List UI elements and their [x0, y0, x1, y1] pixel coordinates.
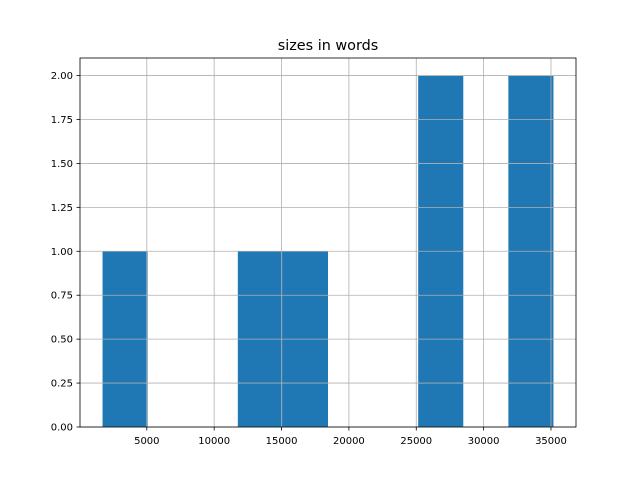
- x-tick-label: 35000: [535, 436, 567, 447]
- y-tick-label: 0.25: [51, 379, 73, 390]
- y-tick-label: 1.75: [51, 115, 73, 126]
- x-tick-label: 25000: [400, 436, 432, 447]
- x-tick-label: 20000: [333, 436, 365, 447]
- y-tick-label: 0.00: [51, 423, 73, 434]
- y-tick-label: 0.50: [51, 335, 73, 346]
- x-tick-label: 10000: [198, 436, 230, 447]
- chart-title: sizes in words: [278, 38, 379, 54]
- y-tick-label: 2.00: [51, 71, 73, 82]
- axes-frame: [79, 57, 577, 428]
- x-tick-label: 5000: [134, 436, 159, 447]
- y-tick-label: 0.75: [51, 291, 73, 302]
- y-tick-label: 1.00: [51, 247, 73, 258]
- y-tick-label: 1.25: [51, 203, 73, 214]
- x-tick-label: 15000: [266, 436, 298, 447]
- x-tick-label: 30000: [468, 436, 500, 447]
- y-tick-label: 1.50: [51, 159, 73, 170]
